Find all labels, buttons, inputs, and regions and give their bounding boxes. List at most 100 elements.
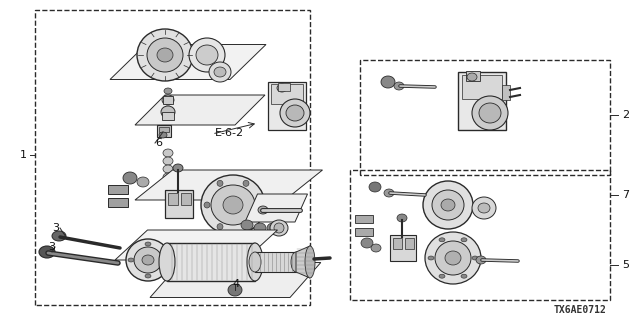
Polygon shape	[115, 230, 278, 260]
Bar	[268, 82, 306, 130]
Bar	[502, 85, 510, 100]
Polygon shape	[245, 194, 307, 222]
Ellipse shape	[223, 196, 243, 214]
Ellipse shape	[479, 103, 501, 123]
Text: 4: 4	[232, 279, 239, 289]
Text: 3: 3	[48, 242, 55, 252]
Ellipse shape	[423, 181, 473, 229]
Ellipse shape	[123, 172, 137, 184]
Ellipse shape	[472, 197, 496, 219]
Ellipse shape	[274, 223, 284, 233]
Ellipse shape	[228, 284, 242, 296]
Ellipse shape	[145, 242, 151, 246]
Ellipse shape	[280, 99, 310, 127]
Bar	[163, 96, 173, 104]
Polygon shape	[150, 262, 321, 298]
Bar	[278, 83, 290, 91]
Ellipse shape	[265, 204, 279, 216]
Ellipse shape	[39, 246, 55, 258]
Ellipse shape	[461, 274, 467, 278]
Polygon shape	[110, 44, 266, 79]
Ellipse shape	[277, 84, 287, 92]
Ellipse shape	[189, 38, 225, 72]
Ellipse shape	[291, 252, 301, 272]
Ellipse shape	[211, 185, 255, 225]
Ellipse shape	[371, 244, 381, 252]
Ellipse shape	[163, 165, 173, 173]
Ellipse shape	[126, 239, 170, 281]
Ellipse shape	[247, 243, 263, 281]
Ellipse shape	[217, 180, 223, 186]
Ellipse shape	[441, 199, 455, 211]
Ellipse shape	[164, 88, 172, 94]
Bar	[466, 71, 480, 81]
Ellipse shape	[472, 96, 508, 130]
Ellipse shape	[137, 177, 149, 187]
Ellipse shape	[425, 232, 481, 284]
Text: 7: 7	[622, 190, 629, 200]
Polygon shape	[296, 246, 310, 278]
Ellipse shape	[397, 214, 407, 222]
Text: 2: 2	[622, 110, 629, 120]
Ellipse shape	[472, 256, 478, 260]
Ellipse shape	[394, 82, 404, 90]
Ellipse shape	[381, 76, 395, 88]
Bar	[162, 112, 174, 120]
Ellipse shape	[305, 246, 315, 278]
Ellipse shape	[163, 173, 173, 181]
Ellipse shape	[445, 251, 461, 265]
Polygon shape	[135, 170, 323, 200]
Ellipse shape	[435, 241, 471, 275]
Bar	[159, 127, 169, 132]
Bar	[157, 125, 171, 137]
Ellipse shape	[201, 175, 265, 235]
Ellipse shape	[134, 247, 162, 273]
Ellipse shape	[254, 223, 266, 233]
Ellipse shape	[204, 202, 210, 208]
Bar	[462, 75, 502, 99]
Bar	[393, 238, 402, 249]
Ellipse shape	[161, 106, 175, 118]
Ellipse shape	[476, 256, 486, 264]
Bar	[355, 215, 373, 223]
Ellipse shape	[361, 238, 373, 248]
Text: TX6AE0712: TX6AE0712	[554, 305, 607, 315]
Ellipse shape	[162, 258, 168, 262]
Text: 1: 1	[20, 150, 27, 160]
Ellipse shape	[196, 45, 218, 65]
Ellipse shape	[369, 182, 381, 192]
Bar	[167, 243, 255, 281]
Polygon shape	[135, 95, 265, 125]
Bar	[405, 238, 414, 249]
Text: 6: 6	[155, 138, 162, 148]
Ellipse shape	[209, 62, 231, 82]
Ellipse shape	[258, 206, 268, 214]
Bar	[355, 228, 373, 236]
Ellipse shape	[142, 255, 154, 265]
Bar	[168, 193, 178, 205]
Bar	[458, 72, 506, 130]
Bar	[165, 190, 193, 218]
Ellipse shape	[159, 132, 167, 138]
Ellipse shape	[243, 180, 249, 186]
Ellipse shape	[147, 38, 183, 72]
Ellipse shape	[467, 73, 477, 81]
Text: E-6-2: E-6-2	[215, 128, 244, 138]
Ellipse shape	[162, 95, 174, 105]
Ellipse shape	[241, 220, 253, 230]
Bar	[181, 193, 191, 205]
Ellipse shape	[137, 29, 193, 81]
Bar	[390, 235, 416, 261]
Ellipse shape	[249, 252, 261, 272]
Ellipse shape	[145, 274, 151, 278]
Text: 3: 3	[52, 223, 59, 233]
Ellipse shape	[157, 48, 173, 62]
Ellipse shape	[432, 190, 464, 220]
Ellipse shape	[461, 238, 467, 242]
Bar	[271, 84, 303, 104]
Ellipse shape	[384, 189, 394, 197]
Ellipse shape	[243, 224, 249, 230]
Ellipse shape	[159, 243, 175, 281]
Ellipse shape	[260, 199, 284, 221]
Ellipse shape	[163, 157, 173, 165]
